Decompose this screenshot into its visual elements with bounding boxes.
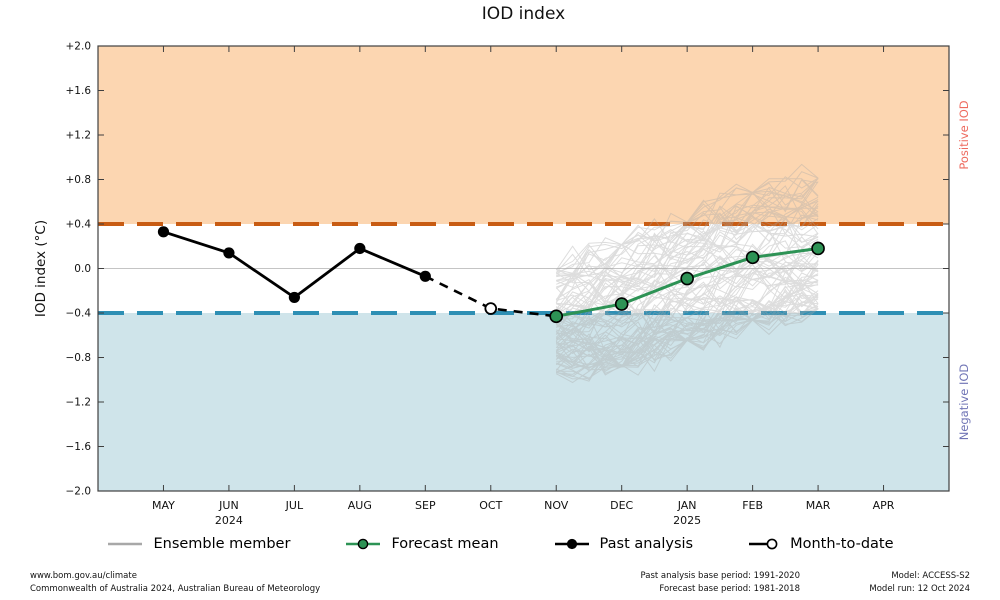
x-tick-label: JAN [677,499,697,512]
y-tick-label: 0.0 [74,263,91,275]
legend-item-forecast-mean: Forecast mean [344,536,499,552]
legend-label-ensemble: Ensemble member [153,536,291,552]
y-tick-label: +0.4 [66,219,92,231]
footer-copyright: Commonwealth of Australia 2024, Australi… [30,584,321,594]
x-tick-label: JUL [285,499,304,512]
x-tick-label: SEP [415,499,436,512]
year-label: 2024 [215,514,243,527]
y-tick-label: +1.2 [66,130,92,142]
ensemble-member-lines [555,163,819,384]
footer-model-run: Model run: 12 Oct 2024 [869,584,970,594]
y-axis-title: IOD index (°C) [33,220,49,317]
footer-past-base-period: Past analysis base period: 1991-2020 [640,571,800,581]
y-tick-label: −1.6 [66,441,92,453]
x-tick-label: FEB [742,499,763,512]
chart-title: IOD index [481,4,566,24]
past-analysis-swatch-icon [554,538,589,550]
legend-label-past-analysis: Past analysis [599,536,694,552]
footer-model-info: Model: ACCESS-S2 Model run: 12 Oct 2024 [869,570,970,596]
positive-iod-label: Positive IOD [957,100,971,169]
x-tick-label: NOV [544,499,569,512]
month-to-date-swatch-icon [749,538,778,550]
footer-attribution: www.bom.gov.au/climate Commonwealth of A… [30,570,320,596]
month-to-date-marker [484,302,498,315]
past-analysis-line [163,230,426,300]
forecast-mean-swatch-icon [346,538,381,550]
legend-label-forecast-mean: Forecast mean [391,536,499,552]
x-tick-label: APR [873,499,895,512]
axis-ticks [98,45,949,492]
forecast-mean-markers [549,241,825,324]
y-tick-label: −1.2 [66,397,92,409]
y-tick-label: +1.6 [66,85,92,97]
ensemble-member-swatch-icon [108,542,143,546]
footer-forecast-base-period: Forecast base period: 1981-2018 [659,584,800,594]
negative-iod-band [98,313,949,491]
legend-item-ensemble: Ensemble member [106,536,290,552]
past-analysis-markers [157,226,431,304]
x-tick-label: MAY [152,499,175,512]
x-tick-label: OCT [479,499,502,512]
x-tick-label: JUN [218,499,239,512]
y-tick-label: +0.8 [66,174,92,186]
x-tick-label: DEC [610,499,633,512]
legend-item-past-analysis: Past analysis [553,536,694,552]
x-tick-label: AUG [348,499,372,512]
y-tick-label: +2.0 [66,41,92,53]
legend-item-month-to-date: Month-to-date [747,536,894,552]
legend: Ensemble member Forecast mean Past analy… [0,536,1000,552]
y-tick-label: −0.4 [66,308,92,320]
positive-iod-band [98,46,949,224]
footer-model: Model: ACCESS-S2 [891,571,970,581]
y-tick-label: −2.0 [66,486,92,498]
x-tick-label: MAR [806,499,831,512]
x-axis-labels: MAY JUN JUL AUG SEP OCT NOV DEC JAN FEB MAR APR 2024… [152,499,895,527]
year-label: 2025 [673,514,701,527]
y-tick-label: −0.8 [66,352,92,364]
negative-iod-label: Negative IOD [957,364,971,441]
footer-base-periods: Past analysis base period: 1991-2020 For… [641,570,800,596]
y-axis-labels: +2.0 +1.6 +1.2 +0.8 +0.4 0.0 −0.4 −0.8 −1.2 −1.6 −… [66,41,92,498]
legend-label-month-to-date: Month-to-date [790,536,894,552]
footer-url: www.bom.gov.au/climate [30,571,137,581]
